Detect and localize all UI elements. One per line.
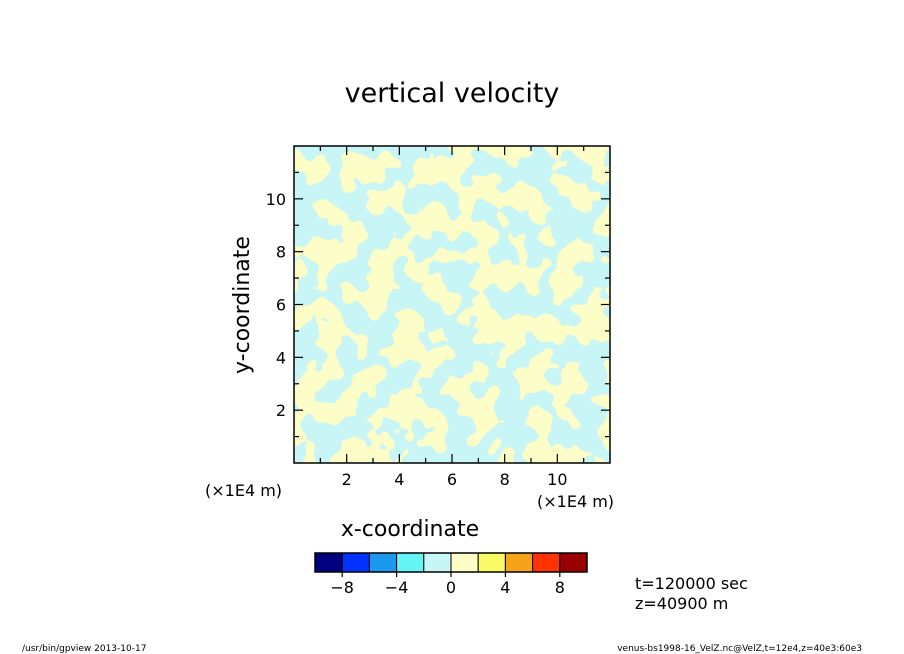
y-tick-label: 6 [276,296,286,315]
colorbar-tick-label: 0 [446,578,456,597]
colorbar-cell [477,552,506,573]
plot-area [293,145,611,464]
x-axis-unit: (×1E4 m) [537,492,614,511]
x-tick-label: 4 [394,470,404,489]
colorbar: −8 −4 0 4 8 [314,552,588,597]
y-tick-label: 10 [266,190,286,209]
time-label: t=120000 sec [635,574,748,593]
negative-velocity-field [294,146,610,463]
y-axis: 2 4 6 8 10 [266,171,610,438]
x-tick-label: 10 [547,470,567,489]
y-tick-label: 4 [276,348,286,367]
x-axis-label: x-coordinate [341,517,479,542]
y-tick-label: 2 [276,401,286,420]
colorbar-tick-label: −4 [385,578,409,597]
y-axis-label: y-coordinate [230,236,255,374]
colorbar-tick-label: 4 [500,578,510,597]
x-tick-label: 6 [447,470,457,489]
colorbar-tick-label: 8 [555,578,565,597]
chart-title: vertical velocity [345,78,560,109]
colorbar-cell [532,552,561,573]
colorbar-cell [368,552,398,573]
colorbar-cell [314,552,343,573]
colorbar-cell [504,552,534,573]
footer-left: /usr/bin/gpview 2013-10-17 [22,644,146,654]
y-axis-unit: (×1E4 m) [205,481,282,500]
y-tick-label: 8 [276,243,286,262]
x-tick-label: 2 [342,470,352,489]
height-label: z=40900 m [635,594,728,613]
colorbar-cell [396,552,425,573]
x-axis: 2 4 6 8 10 [319,146,585,489]
x-tick-label: 8 [500,470,510,489]
colorbar-tick-label: −8 [330,578,354,597]
colorbar-cell [559,552,588,573]
colorbar-cell [423,552,452,573]
colorbar-cell [341,552,370,573]
footer-right: venus-bs1998-16_VelZ.nc@VelZ,t=12e4,z=40… [617,644,862,654]
colorbar-cell [450,552,479,573]
